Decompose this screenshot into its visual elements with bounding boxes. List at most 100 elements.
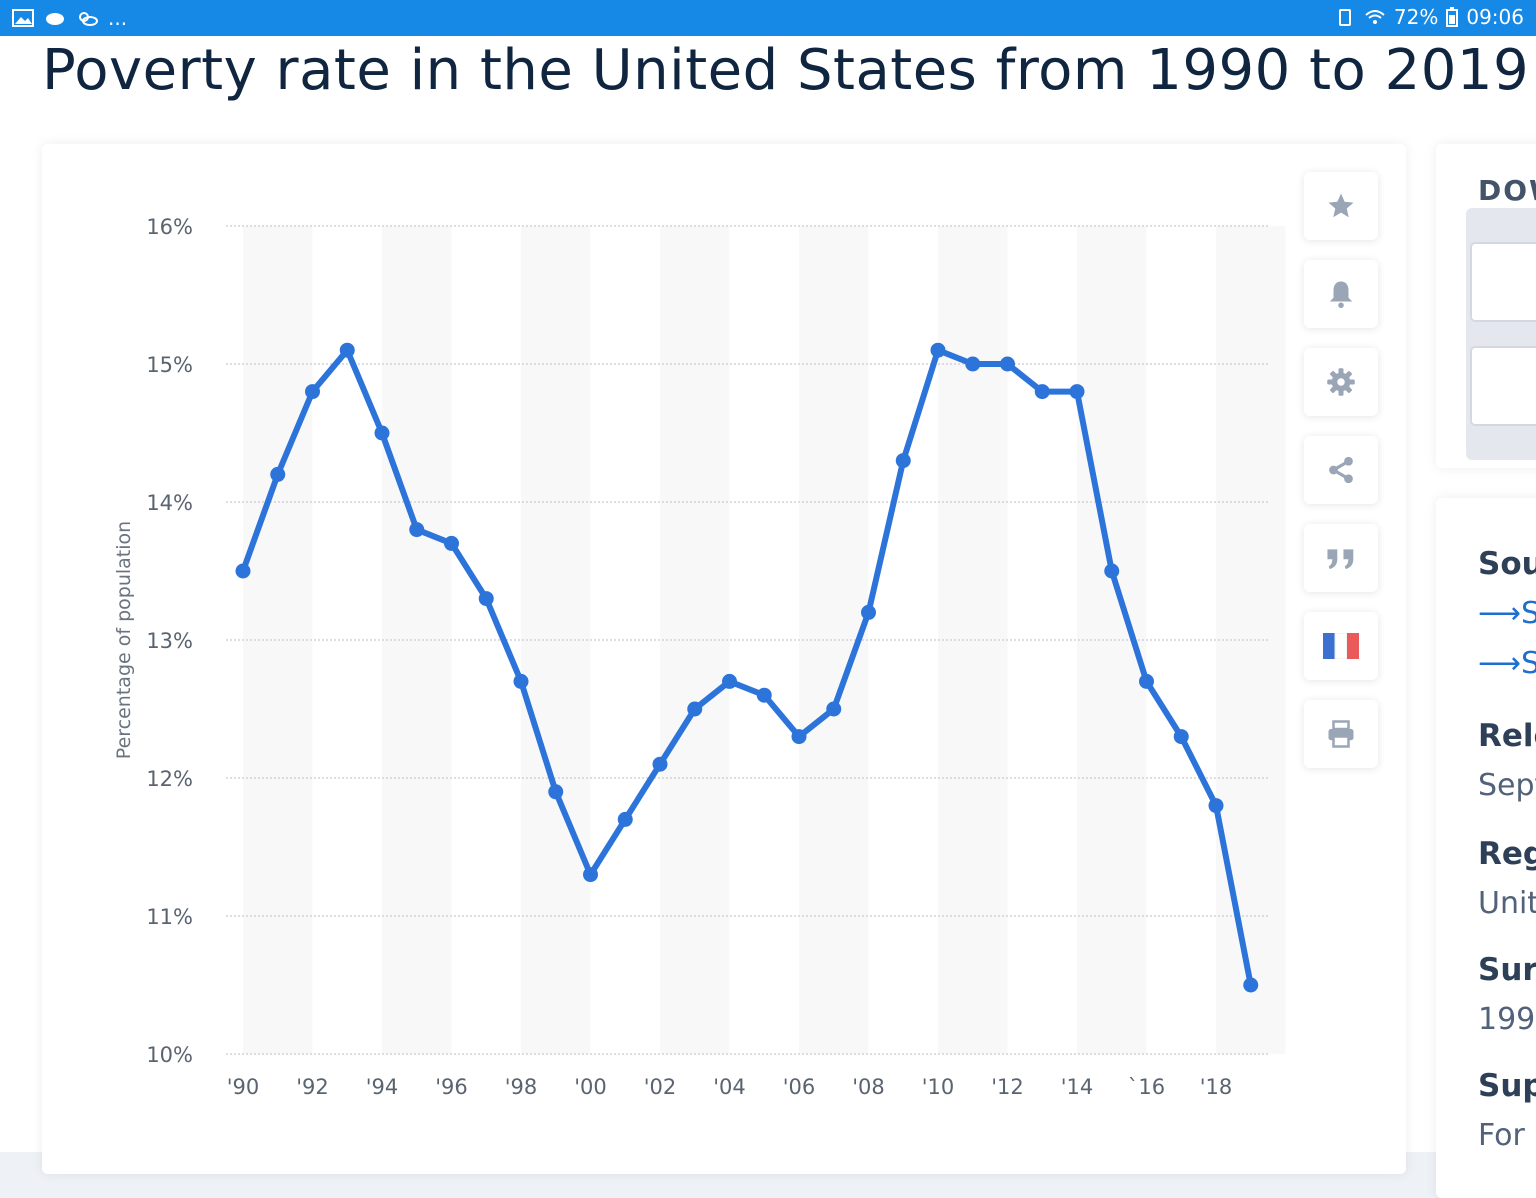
source-heading: Sou — [1478, 546, 1536, 582]
x-tick-label: '02 — [644, 1075, 677, 1099]
notification-button[interactable] — [1304, 260, 1378, 328]
page-title: Poverty rate in the United States from 1… — [42, 38, 1530, 103]
data-point — [617, 811, 633, 827]
data-point — [444, 535, 459, 551]
data-point — [1139, 673, 1154, 689]
clock: 09:06 — [1466, 5, 1524, 29]
quote-icon — [1327, 549, 1354, 570]
status-bar-system: 72% 09:06 — [1334, 5, 1524, 29]
data-point — [235, 563, 251, 579]
download-card: DOW — [1436, 144, 1536, 468]
data-point — [965, 356, 981, 372]
y-tick-label: 13% — [146, 629, 193, 653]
download-option-2[interactable] — [1470, 346, 1536, 426]
source-link-1[interactable]: ⟶S — [1478, 596, 1536, 631]
y-tick-label: 11% — [146, 905, 193, 929]
status-bar-notifications: ... — [12, 6, 127, 30]
share-icon — [1329, 456, 1353, 484]
release-date-value: Sept — [1478, 768, 1536, 803]
y-tick-label: 15% — [146, 353, 193, 377]
printer-icon — [1328, 720, 1354, 748]
favorite-button[interactable] — [1304, 172, 1378, 240]
x-tick-label: '94 — [366, 1075, 399, 1099]
weather-icon — [79, 12, 98, 26]
settings-button[interactable] — [1304, 348, 1378, 416]
x-tick-label: `16 — [1128, 1075, 1165, 1099]
source-link-1-text: S — [1521, 596, 1536, 631]
status-bar: ... 72% 09:06 — [0, 0, 1536, 36]
x-tick-label: '06 — [783, 1075, 816, 1099]
x-tick-label: '10 — [922, 1075, 955, 1099]
y-axis-label: Percentage of population — [113, 521, 135, 759]
data-point — [513, 673, 529, 689]
data-point — [305, 384, 320, 400]
region-heading: Reg — [1478, 836, 1536, 872]
data-point — [339, 342, 355, 358]
x-tick-label: '18 — [1200, 1075, 1233, 1099]
line-chart: 10% 11% 12% 13% 14% 15% 16% '90 '92 '94 '96 '98 '00 '… — [113, 215, 1286, 1099]
y-tick-label: 10% — [146, 1043, 193, 1067]
page: Poverty rate in the United States from 1… — [0, 36, 1536, 1198]
year-band — [938, 226, 1008, 1054]
data-point — [374, 425, 390, 441]
data-point — [930, 342, 946, 358]
data-point — [1243, 977, 1259, 993]
x-tick-label: '98 — [505, 1075, 538, 1099]
release-date-heading: Rele — [1478, 718, 1536, 754]
data-point — [687, 701, 703, 717]
statistic-info-card: Sou ⟶S ⟶S Rele Sept Reg Unit Surv 1990 S… — [1436, 498, 1536, 1198]
y-tick-label: 12% — [146, 767, 193, 791]
year-band — [382, 226, 452, 1054]
french-flag-icon — [1323, 633, 1359, 659]
data-point — [478, 591, 494, 607]
data-point — [652, 756, 668, 772]
data-point — [1173, 729, 1189, 745]
cloud-icon — [46, 13, 64, 25]
x-tick-label: '00 — [574, 1075, 607, 1099]
share-button[interactable] — [1304, 436, 1378, 504]
data-point — [409, 522, 425, 538]
data-point — [583, 867, 598, 883]
bell-icon — [1329, 281, 1353, 308]
data-point — [1104, 563, 1120, 579]
data-point — [722, 673, 737, 689]
data-point — [826, 701, 842, 717]
x-tick-label: '12 — [991, 1075, 1024, 1099]
y-tick-label: 14% — [146, 491, 193, 515]
data-point — [1000, 356, 1015, 372]
download-option-1[interactable] — [1470, 242, 1536, 322]
survey-period-value: 1990 — [1478, 1002, 1536, 1037]
region-value: Unit — [1478, 886, 1536, 921]
data-point — [756, 687, 772, 703]
x-tick-label: '04 — [713, 1075, 746, 1099]
data-point — [270, 466, 286, 482]
battery-percent: 72% — [1393, 5, 1439, 29]
data-point — [791, 729, 807, 745]
supplementary-notes-heading: Sup — [1478, 1068, 1536, 1104]
data-point — [861, 604, 876, 620]
wifi-icon — [1365, 10, 1385, 24]
survey-period-heading: Surv — [1478, 952, 1536, 988]
x-tick-label: '08 — [852, 1075, 885, 1099]
language-button[interactable] — [1304, 612, 1378, 680]
series-line — [240, 347, 1254, 988]
x-tick-label: '14 — [1061, 1075, 1094, 1099]
x-tick-label: '96 — [435, 1075, 468, 1099]
data-point — [1208, 798, 1224, 814]
source-link-2[interactable]: ⟶S — [1478, 646, 1536, 681]
chart-card: 10% 11% 12% 13% 14% 15% 16% '90 '92 '94 '96 '98 '00 '… — [42, 144, 1406, 1174]
status-more-text: ... — [108, 6, 128, 30]
data-point — [895, 453, 911, 469]
battery-icon — [1446, 7, 1459, 27]
data-point — [1069, 384, 1085, 400]
download-title: DOW — [1478, 174, 1536, 207]
battery-saver-icon — [1338, 9, 1351, 26]
source-link-2-text: S — [1521, 646, 1536, 681]
cite-button[interactable] — [1304, 524, 1378, 592]
arrow-right-icon: ⟶ — [1478, 646, 1522, 681]
print-button[interactable] — [1304, 700, 1378, 768]
gear-icon — [1327, 368, 1355, 396]
y-tick-label: 16% — [146, 215, 193, 239]
data-point — [1034, 384, 1050, 400]
x-tick-label: '92 — [296, 1075, 329, 1099]
